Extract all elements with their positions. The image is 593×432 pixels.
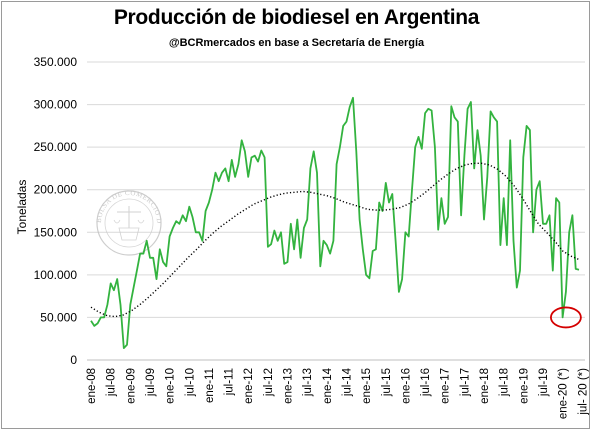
- x-tick-label: ene-20 (*): [558, 368, 570, 419]
- x-tick-label: jul-15: [381, 368, 393, 397]
- chart-subtitle: @BCRmercados en base a Secretaría de Ene…: [168, 37, 425, 49]
- x-tick-label: jul-17: [459, 368, 471, 397]
- y-tick-label: 200.000: [34, 183, 78, 197]
- x-tick-label: ene-11: [204, 368, 216, 403]
- x-tick-label: jul-10: [184, 368, 196, 397]
- x-tick-label: ene-09: [125, 368, 137, 404]
- x-tick-label: ene-13: [283, 368, 295, 404]
- highlight-circle: [549, 306, 582, 329]
- watermark-seal: BOLSA DE COMERCIO DE ROSARIO: [0, 0, 163, 256]
- x-tick-label: ene-16: [400, 368, 412, 404]
- annotations: [549, 306, 582, 329]
- watermark-text: BOLSA DE COMERCIO DE ROSARIO: [0, 0, 163, 224]
- x-tick-label: jul-18: [499, 368, 511, 397]
- y-tick-label: 0: [70, 353, 77, 367]
- grid-lines: [87, 61, 585, 361]
- x-tick-label: jul-13: [302, 368, 314, 397]
- x-tick-label: jul-09: [145, 368, 157, 397]
- y-tick-label: 50.000: [40, 310, 77, 324]
- x-tick-label: jul-11: [224, 368, 236, 396]
- y-tick-label: 150.000: [34, 225, 78, 239]
- x-tick-label: ene-10: [165, 368, 177, 404]
- chart-title: Producción de biodiesel en Argentina: [113, 6, 480, 29]
- y-axis-ticks: 0 50.000 100.000 150.000 200.000 250.000 300.0…: [34, 55, 78, 367]
- x-tick-label: jul-12: [263, 368, 275, 397]
- x-tick-label: ene-17: [440, 368, 452, 404]
- x-tick-label: ene-15: [361, 368, 373, 404]
- x-axis-ticks: ene-08 jul-08 ene-09 jul-09 ene-10 jul-10 ene-…: [86, 367, 589, 419]
- y-tick-label: 250.000: [34, 140, 78, 154]
- x-tick-label: jul-16: [420, 368, 432, 397]
- x-tick-label: ene-19: [518, 368, 530, 404]
- x-tick-label: ene-08: [86, 368, 98, 404]
- trend-line: [90, 162, 580, 318]
- x-tick-label: jul-08: [106, 368, 118, 397]
- x-tick-label: ene-12: [243, 368, 255, 404]
- x-tick-label: jul-14: [341, 367, 353, 397]
- x-tick-label: jul- 20 (*): [577, 368, 589, 416]
- y-tick-label: 100.000: [34, 268, 78, 282]
- y-tick-label: 300.000: [34, 98, 78, 112]
- x-tick-label: ene-14: [322, 367, 334, 403]
- y-tick-label: 350.000: [34, 55, 78, 69]
- x-tick-label: jul-19: [538, 368, 550, 397]
- x-tick-label: ene-18: [479, 368, 491, 404]
- production-line: [90, 96, 580, 350]
- series-lines: [90, 96, 580, 350]
